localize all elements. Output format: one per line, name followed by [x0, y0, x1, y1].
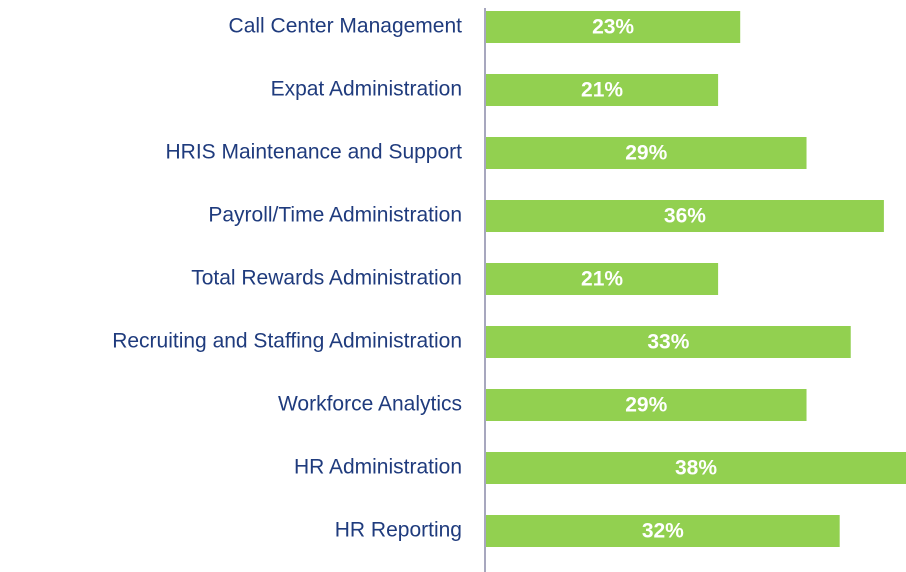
- value-label: 29%: [625, 394, 667, 417]
- category-label: HR Reporting: [335, 519, 462, 542]
- category-label: Workforce Analytics: [278, 393, 462, 416]
- category-label: Expat Administration: [271, 78, 462, 101]
- bar: [486, 11, 741, 43]
- value-label: 23%: [592, 16, 634, 39]
- bar: [486, 263, 719, 295]
- value-label: 33%: [647, 331, 689, 354]
- category-label: Payroll/Time Administration: [208, 204, 462, 227]
- value-label: 29%: [625, 142, 667, 165]
- bar: [486, 137, 807, 169]
- bar: [486, 452, 906, 484]
- category-label: HRIS Maintenance and Support: [165, 141, 462, 164]
- category-label: Call Center Management: [229, 15, 463, 38]
- category-label: Recruiting and Staffing Administration: [112, 330, 462, 353]
- bar: [486, 389, 807, 421]
- value-label: 38%: [675, 457, 717, 480]
- bar: [486, 515, 840, 547]
- value-label: 21%: [581, 79, 623, 102]
- bar: [486, 326, 851, 358]
- category-label: HR Administration: [294, 456, 462, 479]
- bar: [486, 200, 884, 232]
- category-label: Total Rewards Administration: [191, 267, 462, 290]
- value-label: 32%: [642, 520, 684, 543]
- value-label: 21%: [581, 268, 623, 291]
- value-label: 36%: [664, 205, 706, 228]
- bar: [486, 74, 719, 106]
